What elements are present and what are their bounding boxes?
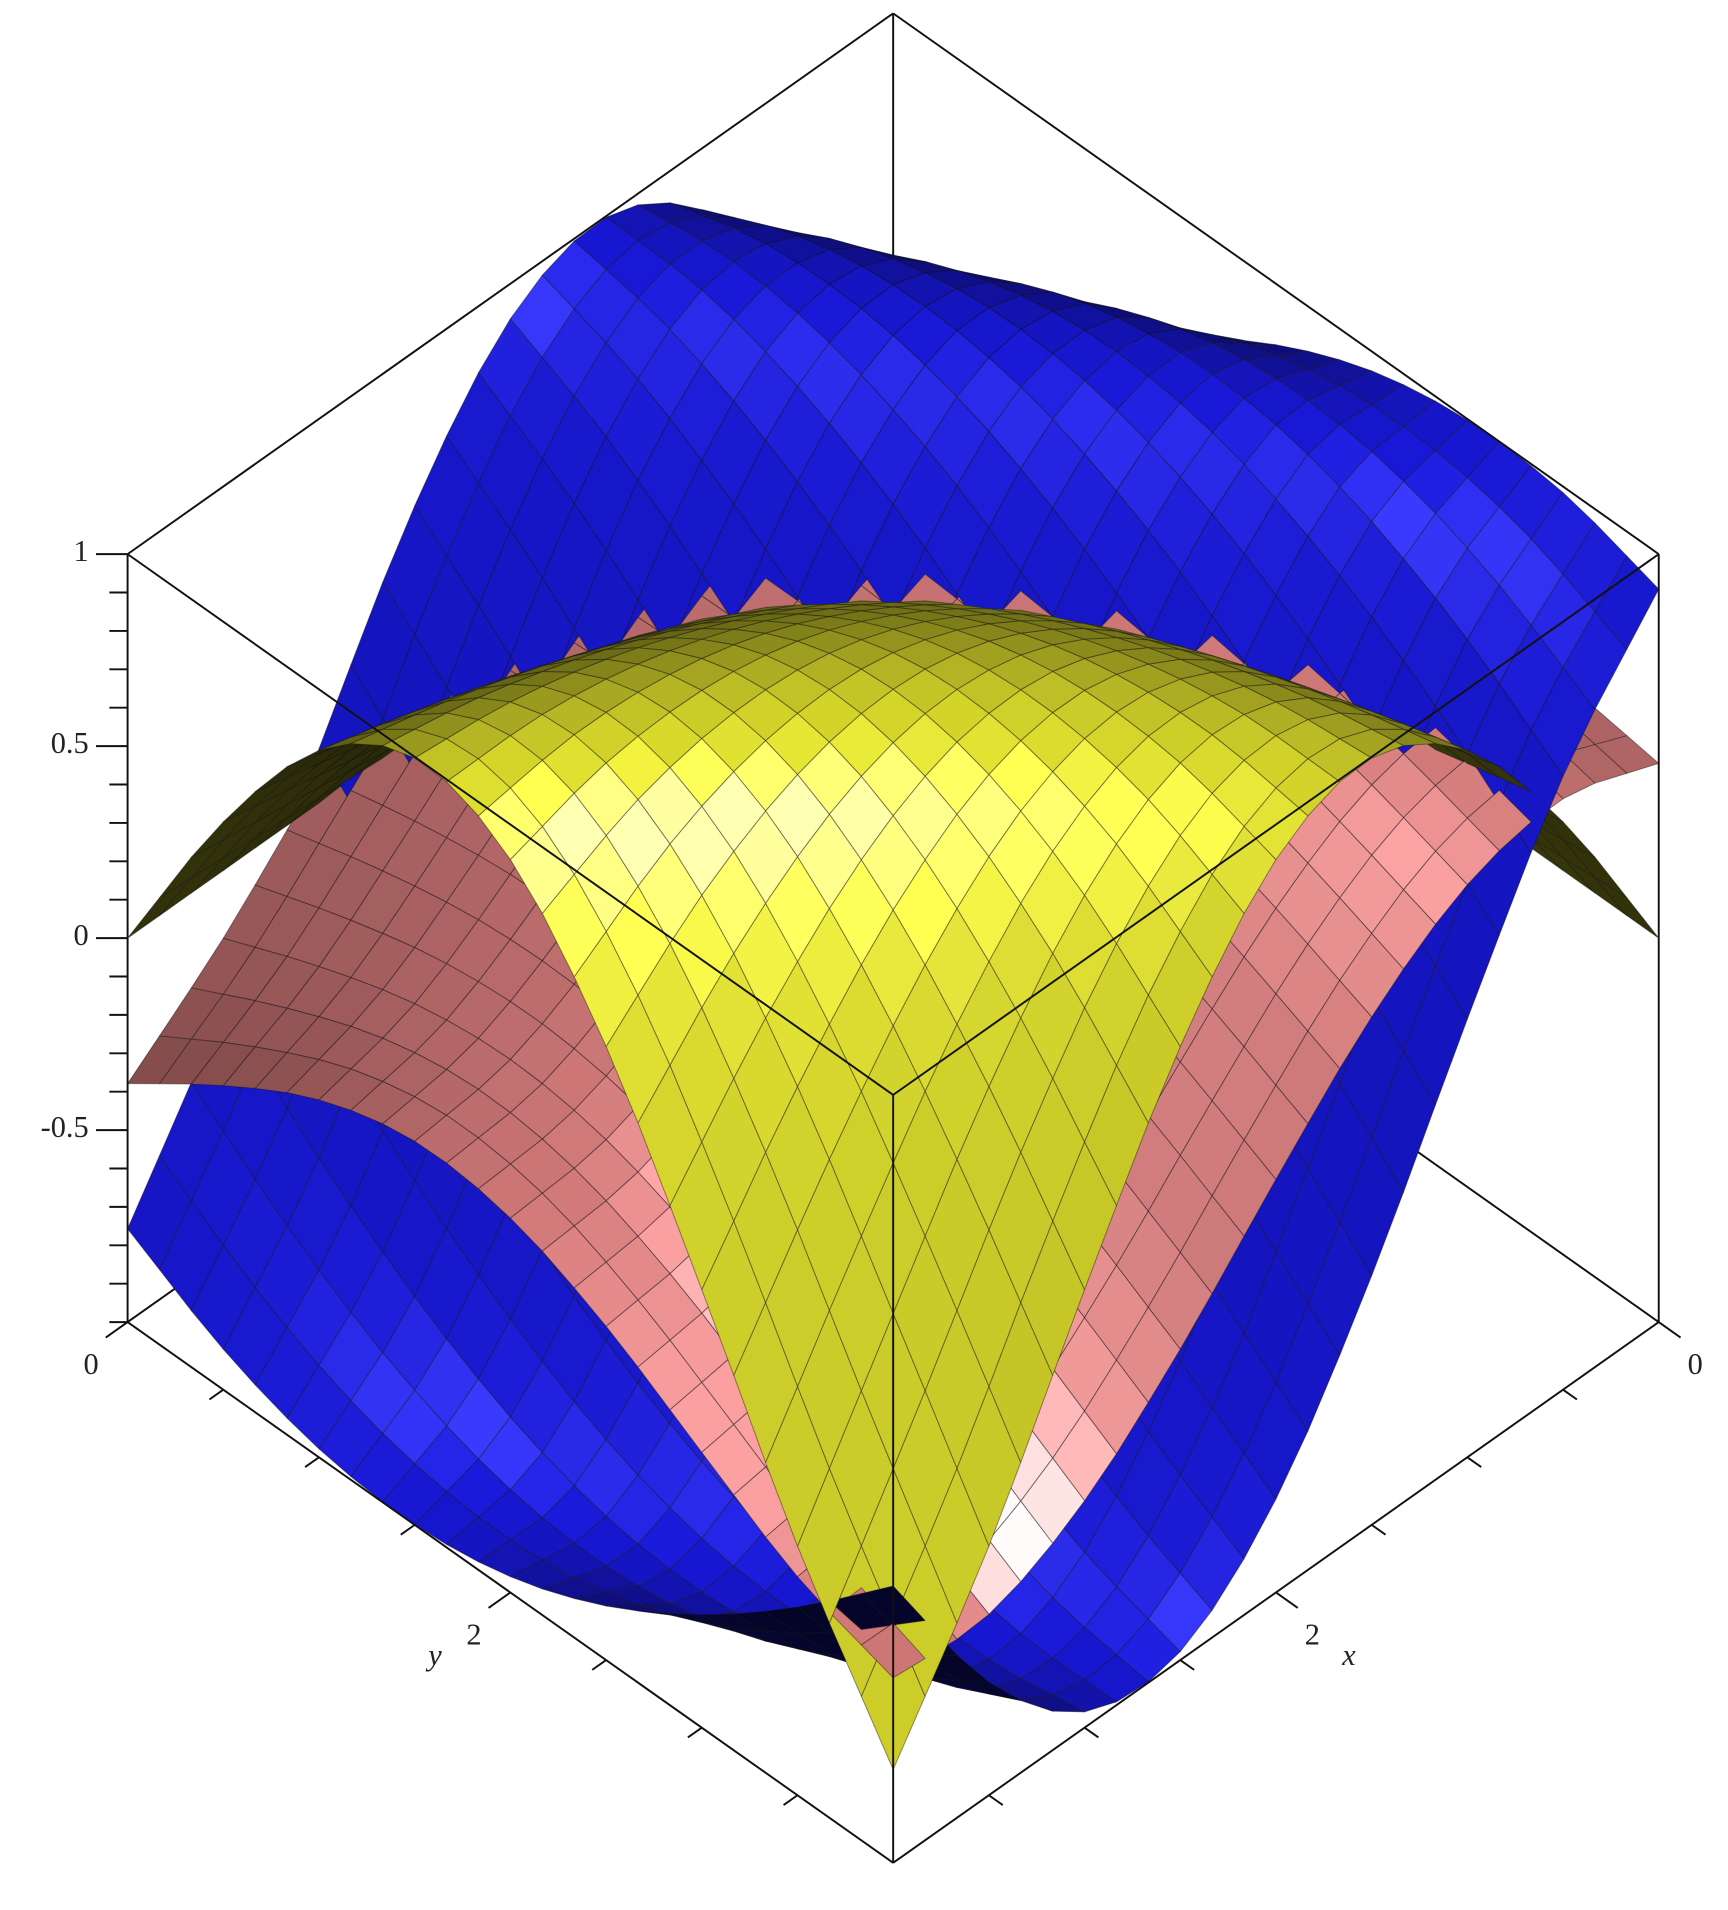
x-tick xyxy=(1562,1388,1578,1401)
x-tick xyxy=(1658,1321,1682,1339)
x-tick xyxy=(1083,1726,1100,1739)
surface-patch xyxy=(860,815,926,911)
z-tick-label: -0.5 xyxy=(41,1110,89,1144)
x-tick xyxy=(1371,1524,1387,1536)
z-tick-label: 0 xyxy=(74,918,89,952)
y-axis-label: y xyxy=(425,1638,442,1672)
y-tick-label: 0 xyxy=(84,1347,99,1381)
y-tick xyxy=(487,1591,511,1609)
surface-patch xyxy=(1211,1139,1277,1237)
box-edge xyxy=(127,553,894,1096)
surface-patch xyxy=(159,1081,224,1201)
z-tick-label: 1 xyxy=(74,534,89,568)
surface-patch xyxy=(988,1017,1054,1153)
box-edge xyxy=(892,12,1660,555)
x-tick-label: 0 xyxy=(1688,1347,1703,1381)
surface-patch xyxy=(1594,555,1660,650)
surface-patch xyxy=(190,1130,256,1246)
x-tick xyxy=(1275,1591,1299,1609)
surface-patch xyxy=(509,825,575,914)
surface-patch xyxy=(1084,843,1149,944)
x-axis-label: x xyxy=(1341,1638,1356,1672)
box-edge xyxy=(127,12,894,555)
y-tick xyxy=(687,1726,703,1739)
surface-patch xyxy=(733,1017,799,1153)
y-tick xyxy=(105,1321,129,1339)
y-tick xyxy=(783,1794,799,1806)
surface-patch xyxy=(127,877,192,939)
surface-patch xyxy=(1371,889,1436,970)
z-tick-label: 0.5 xyxy=(51,726,89,760)
x-tick xyxy=(1466,1456,1482,1468)
surface-patch xyxy=(1594,877,1660,939)
x-tick xyxy=(1179,1659,1195,1671)
x-tick-label: 2 xyxy=(1305,1617,1320,1651)
surface-patch xyxy=(382,505,448,635)
surface-patch xyxy=(637,843,703,944)
x-tick xyxy=(988,1794,1004,1806)
box-edge xyxy=(892,553,1660,1096)
y-tick xyxy=(208,1388,224,1401)
y-tick xyxy=(591,1659,607,1671)
y-tick xyxy=(304,1456,320,1468)
surface-patch xyxy=(1179,1282,1245,1409)
y-tick-label: 2 xyxy=(466,1617,481,1651)
surfaces xyxy=(127,202,1660,1771)
surface-patch xyxy=(1243,1084,1309,1180)
surface-patch xyxy=(1211,1452,1277,1560)
y-tick xyxy=(400,1524,416,1536)
surface-patch xyxy=(1211,825,1277,914)
surface-patch xyxy=(477,414,543,530)
surface-patch xyxy=(892,1545,958,1697)
surface-patch xyxy=(1307,979,1373,1069)
surface-patch xyxy=(1562,611,1628,711)
surface-patch xyxy=(1084,1359,1149,1455)
